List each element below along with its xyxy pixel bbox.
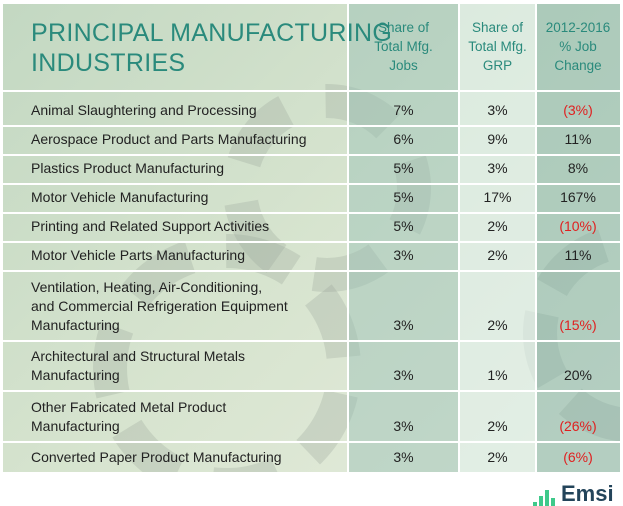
grp-share: 2% (487, 247, 508, 263)
industry-name: Aerospace Product and Parts Manufacturin… (31, 131, 307, 147)
grp-share: 2% (487, 418, 508, 434)
grp-share: 1% (487, 367, 508, 383)
grp-share: 17% (483, 189, 512, 205)
grp-share: 9% (487, 131, 508, 147)
job-change: 8% (567, 160, 589, 176)
table-header: PRINCIPAL MANUFACTURING INDUSTRIES Share… (3, 4, 620, 90)
page-title: PRINCIPAL MANUFACTURING INDUSTRIES (31, 19, 393, 77)
industry-name: Motor Vehicle Parts Manufacturing (31, 247, 245, 263)
grp-share: 2% (487, 218, 508, 234)
job-change: 20% (563, 367, 593, 383)
job-change: (15%) (559, 317, 597, 333)
jobs-share: 3% (393, 449, 414, 465)
industry-name: Ventilation, Heating, Air-Conditioning, a… (31, 279, 288, 333)
jobs-share: 7% (393, 102, 414, 118)
table-row: Ventilation, Heating, Air-Conditioning, a… (3, 270, 620, 340)
job-change: (3%) (563, 102, 593, 118)
table-row: Converted Paper Product Manufacturing 3% 2… (3, 441, 620, 472)
industry-name: Motor Vehicle Manufacturing (31, 189, 209, 205)
jobs-share: 6% (393, 131, 414, 147)
jobs-share: 3% (393, 367, 414, 383)
industry-name: Printing and Related Support Activities (31, 218, 270, 234)
jobs-share: 3% (393, 418, 414, 434)
table-row: Printing and Related Support Activities 5… (3, 212, 620, 241)
job-change: (6%) (563, 449, 593, 465)
header-jobs: Share of Total Mfg. Jobs (374, 20, 433, 73)
jobs-share: 5% (393, 189, 414, 205)
grp-share: 2% (487, 317, 508, 333)
industry-name: Animal Slaughtering and Processing (31, 102, 257, 118)
table-row: Plastics Product Manufacturing 5% 3% 8% (3, 154, 620, 183)
jobs-share: 3% (393, 317, 414, 333)
industry-name: Converted Paper Product Manufacturing (31, 449, 282, 465)
grp-share: 3% (487, 102, 508, 118)
industry-name: Plastics Product Manufacturing (31, 160, 224, 176)
grp-share: 3% (487, 160, 508, 176)
jobs-share: 5% (393, 160, 414, 176)
job-change: 167% (560, 189, 596, 205)
job-change: (26%) (559, 418, 597, 434)
jobs-share: 3% (393, 247, 414, 263)
header-grp: Share of Total Mfg. GRP (468, 20, 527, 73)
jobs-share: 5% (393, 218, 414, 234)
header-change: 2012-2016% Job Change (545, 20, 611, 73)
table-row: Aerospace Product and Parts Manufacturin… (3, 125, 620, 154)
emsi-logo: Emsi (533, 482, 614, 506)
industries-table: PRINCIPAL MANUFACTURING INDUSTRIES Share… (3, 4, 620, 472)
table-row: Motor Vehicle Parts Manufacturing 3% 2% 11% (3, 241, 620, 270)
industry-name: Other Fabricated Metal Product Manufactur… (31, 399, 227, 434)
industry-name: Architectural and Structural Metals Manuf… (31, 348, 245, 383)
job-change: 11% (564, 131, 592, 147)
job-change: 11% (564, 247, 592, 263)
table-row: Other Fabricated Metal Product Manufactur… (3, 390, 620, 441)
table-row: Architectural and Structural Metals Manuf… (3, 340, 620, 390)
table-row: Animal Slaughtering and Processing 7% 3% (3… (3, 90, 620, 125)
table-row: Motor Vehicle Manufacturing 5% 17% 167% (3, 183, 620, 212)
job-change: (10%) (559, 218, 597, 234)
grp-share: 2% (487, 449, 508, 465)
